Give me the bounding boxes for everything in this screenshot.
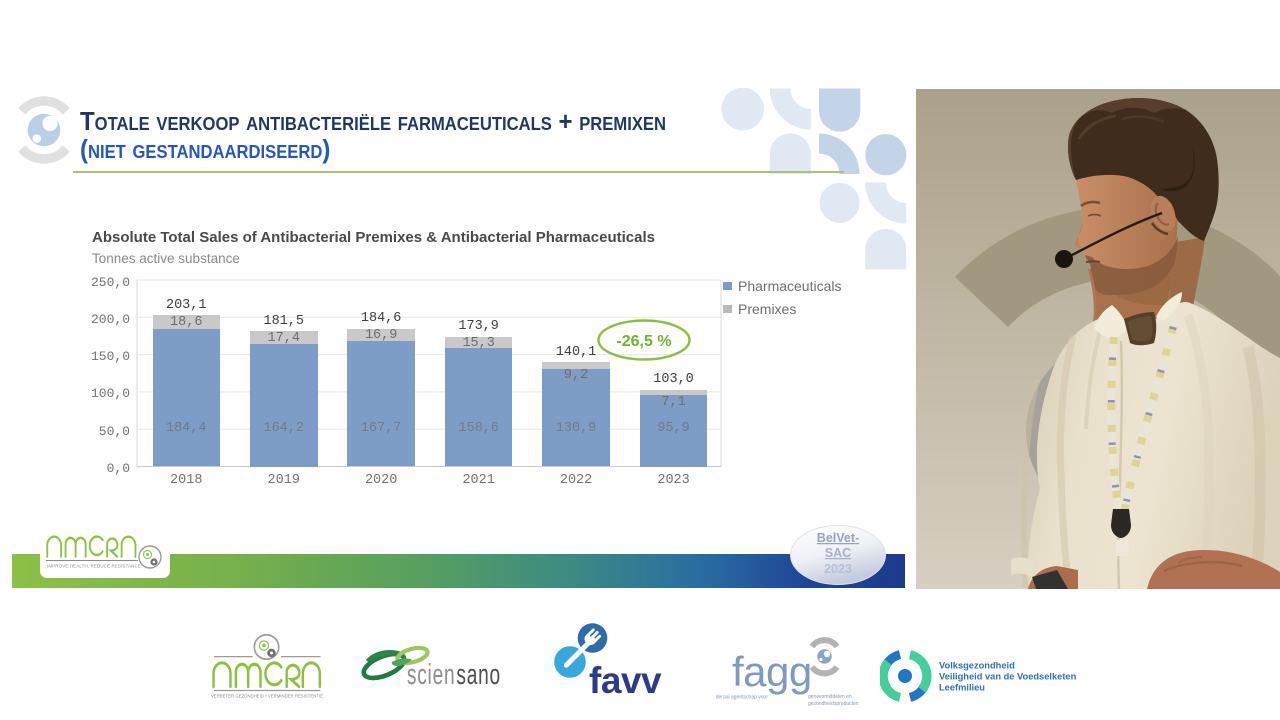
svg-text:Veiligheid van de Voedselketen: Veiligheid van de Voedselketen <box>939 672 1077 682</box>
svg-text:Volksgezondheid: Volksgezondheid <box>939 661 1015 671</box>
svg-text:geneesmiddelen en: geneesmiddelen en <box>808 694 852 700</box>
svg-text:gezondheidsproducten: gezondheidsproducten <box>808 701 859 707</box>
svg-text:scien: scien <box>407 659 456 690</box>
svg-text:-26,5 %: -26,5 % <box>616 333 671 350</box>
svg-text:favv: favv <box>589 660 662 698</box>
svg-text:SAC: SAC <box>825 546 851 560</box>
svg-text:BelVet-: BelVet- <box>817 531 859 545</box>
svg-text:federaal agentschap voor: federaal agentschap voor <box>716 695 768 701</box>
svg-text:2023: 2023 <box>824 562 852 576</box>
svg-text:sano: sano <box>456 659 501 690</box>
svg-text:VERBETER GEZONDHEID • VERMINDE: VERBETER GEZONDHEID • VERMINDER RESISTEN… <box>211 694 323 699</box>
svg-text:IMPROVE HEALTH, REDUCE RESISTA: IMPROVE HEALTH, REDUCE RESISTANCE <box>47 564 141 569</box>
svg-text:fagg: fagg <box>732 648 812 695</box>
svg-text:Leefmilieu: Leefmilieu <box>939 683 985 693</box>
